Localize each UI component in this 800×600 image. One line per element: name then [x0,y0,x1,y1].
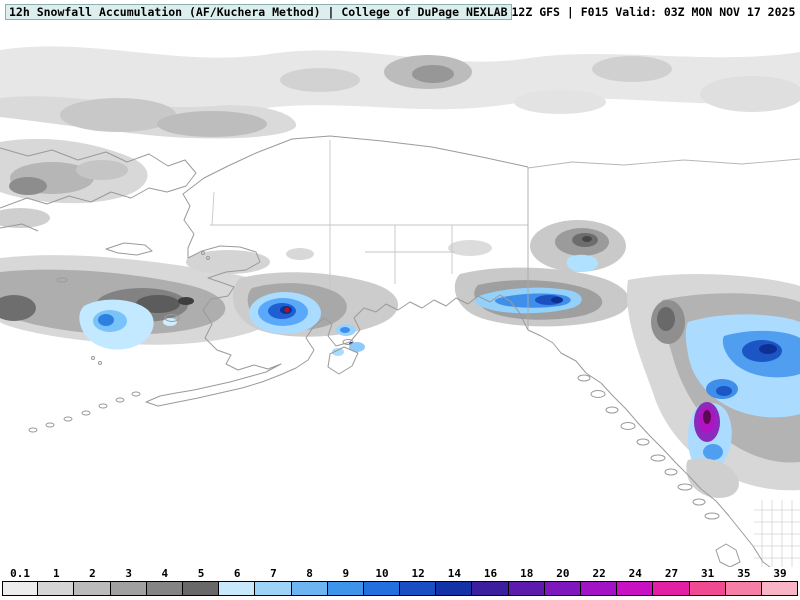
colorbar-swatch [436,581,473,596]
colorbar-cell: 6 [219,567,256,600]
colorbar-tick-label: 35 [737,567,751,580]
colorbar-tick-label: 4 [161,567,169,580]
colorbar-tick-label: 22 [592,567,606,580]
colorbar-tick-label: 8 [306,567,313,580]
colorbar-cell: 7 [255,567,292,600]
colorbar-cell: 24 [617,567,654,600]
colorbar-cell: 16 [472,567,509,600]
colorbar-tick-label: 20 [556,567,570,580]
colorbar-swatch [400,581,437,596]
colorbar-swatch [38,581,75,596]
colorbar-tick-label: 3 [125,567,132,580]
colorbar-tick-label: 5 [197,567,205,580]
colorbar-swatch [472,581,509,596]
colorbar-swatch [327,581,364,596]
snowfall-shading [0,46,800,498]
southcentral-snow-maximum [249,292,321,334]
colorbar-tick-label: 27 [664,567,679,580]
colorbar-tick-label: 31 [701,567,715,580]
coastlines [0,135,771,567]
colorbar-swatch [110,581,147,596]
product-title: 12h Snowfall Accumulation (AF/Kuchera Me… [5,4,512,20]
colorbar-cell: 10 [363,567,401,600]
colorbar-tick-label: 9 [342,567,350,580]
colorbar-swatch [146,581,183,596]
colorbar-cell: 8 [291,567,328,600]
southeast-snow-maximum [685,314,800,472]
colorbar-cell: 35 [725,567,762,600]
colorbar-cell: 27 [653,567,690,600]
colorbar-cell: 31 [689,567,726,600]
colorbar-swatch [581,581,618,596]
colorbar-cell: 0.1 [2,567,39,600]
colorbar-cell: 4 [146,567,183,600]
political-borders [210,140,800,330]
colorbar-tick-label: 7 [270,567,277,580]
colorbar-swatch [291,581,328,596]
title-bar: 12h Snowfall Accumulation (AF/Kuchera Me… [0,0,800,22]
colorbar-cell: 22 [581,567,618,600]
colorbar-cell: 14 [436,567,473,600]
graticule-grid [754,500,800,567]
colorbar-cell: 2 [74,567,111,600]
model-run-info: 12Z GFS | F015 Valid: 03Z MON NOV 17 202… [511,5,796,19]
colorbar-tick-label: 18 [520,567,534,580]
gulf-coast-snow-streak [475,287,582,314]
colorbar-swatch [74,581,111,596]
colorbar-cell: 5 [182,567,220,600]
colorbar-cell: 39 [761,567,799,600]
colorbar-cell: 18 [508,567,545,600]
colorbar-tick-label: 16 [483,567,498,580]
colorbar-tick-label: 12 [411,567,425,580]
colorbar-cell: 12 [400,567,437,600]
colorbar-swatch [617,581,654,596]
colorbar-tick-label: 2 [89,567,96,580]
colorbar-swatch [219,581,256,596]
colorbar-swatch [544,581,581,596]
colorbar: 0.1 1 2 3 4 5 6 7 8 9 10 12 14 16 18 20 22 24 27 31 35 39 [2,567,799,600]
colorbar-cell: 1 [38,567,75,600]
colorbar-cell: 9 [327,567,364,600]
colorbar-swatch [653,581,690,596]
colorbar-swatch [508,581,545,596]
colorbar-tick-label: 24 [628,567,642,580]
colorbar-swatch [182,581,220,596]
colorbar-swatch [725,581,762,596]
colorbar-swatch [2,581,39,596]
map-area [0,22,800,567]
colorbar-swatch [761,581,799,596]
colorbar-swatch [255,581,292,596]
colorbar-tick-label: 6 [233,567,241,580]
southeast-coast [527,329,771,567]
alaska-mainland-coast [145,135,529,407]
colorbar-tick-label: 39 [773,567,787,580]
colorbar-tick-label: 10 [375,567,389,580]
colorbar-container: 0.1 1 2 3 4 5 6 7 8 9 10 12 14 16 18 20 22 24 27 31 35 39 [0,567,800,600]
colorbar-cell: 20 [544,567,581,600]
colorbar-cell: 3 [110,567,147,600]
colorbar-tick-label: 0.1 [10,567,31,580]
colorbar-tick-label: 1 [52,567,60,580]
alaska-snowfall-map [0,46,800,567]
colorbar-tick-label: 14 [447,567,461,580]
colorbar-swatch [689,581,726,596]
colorbar-swatch [363,581,401,596]
